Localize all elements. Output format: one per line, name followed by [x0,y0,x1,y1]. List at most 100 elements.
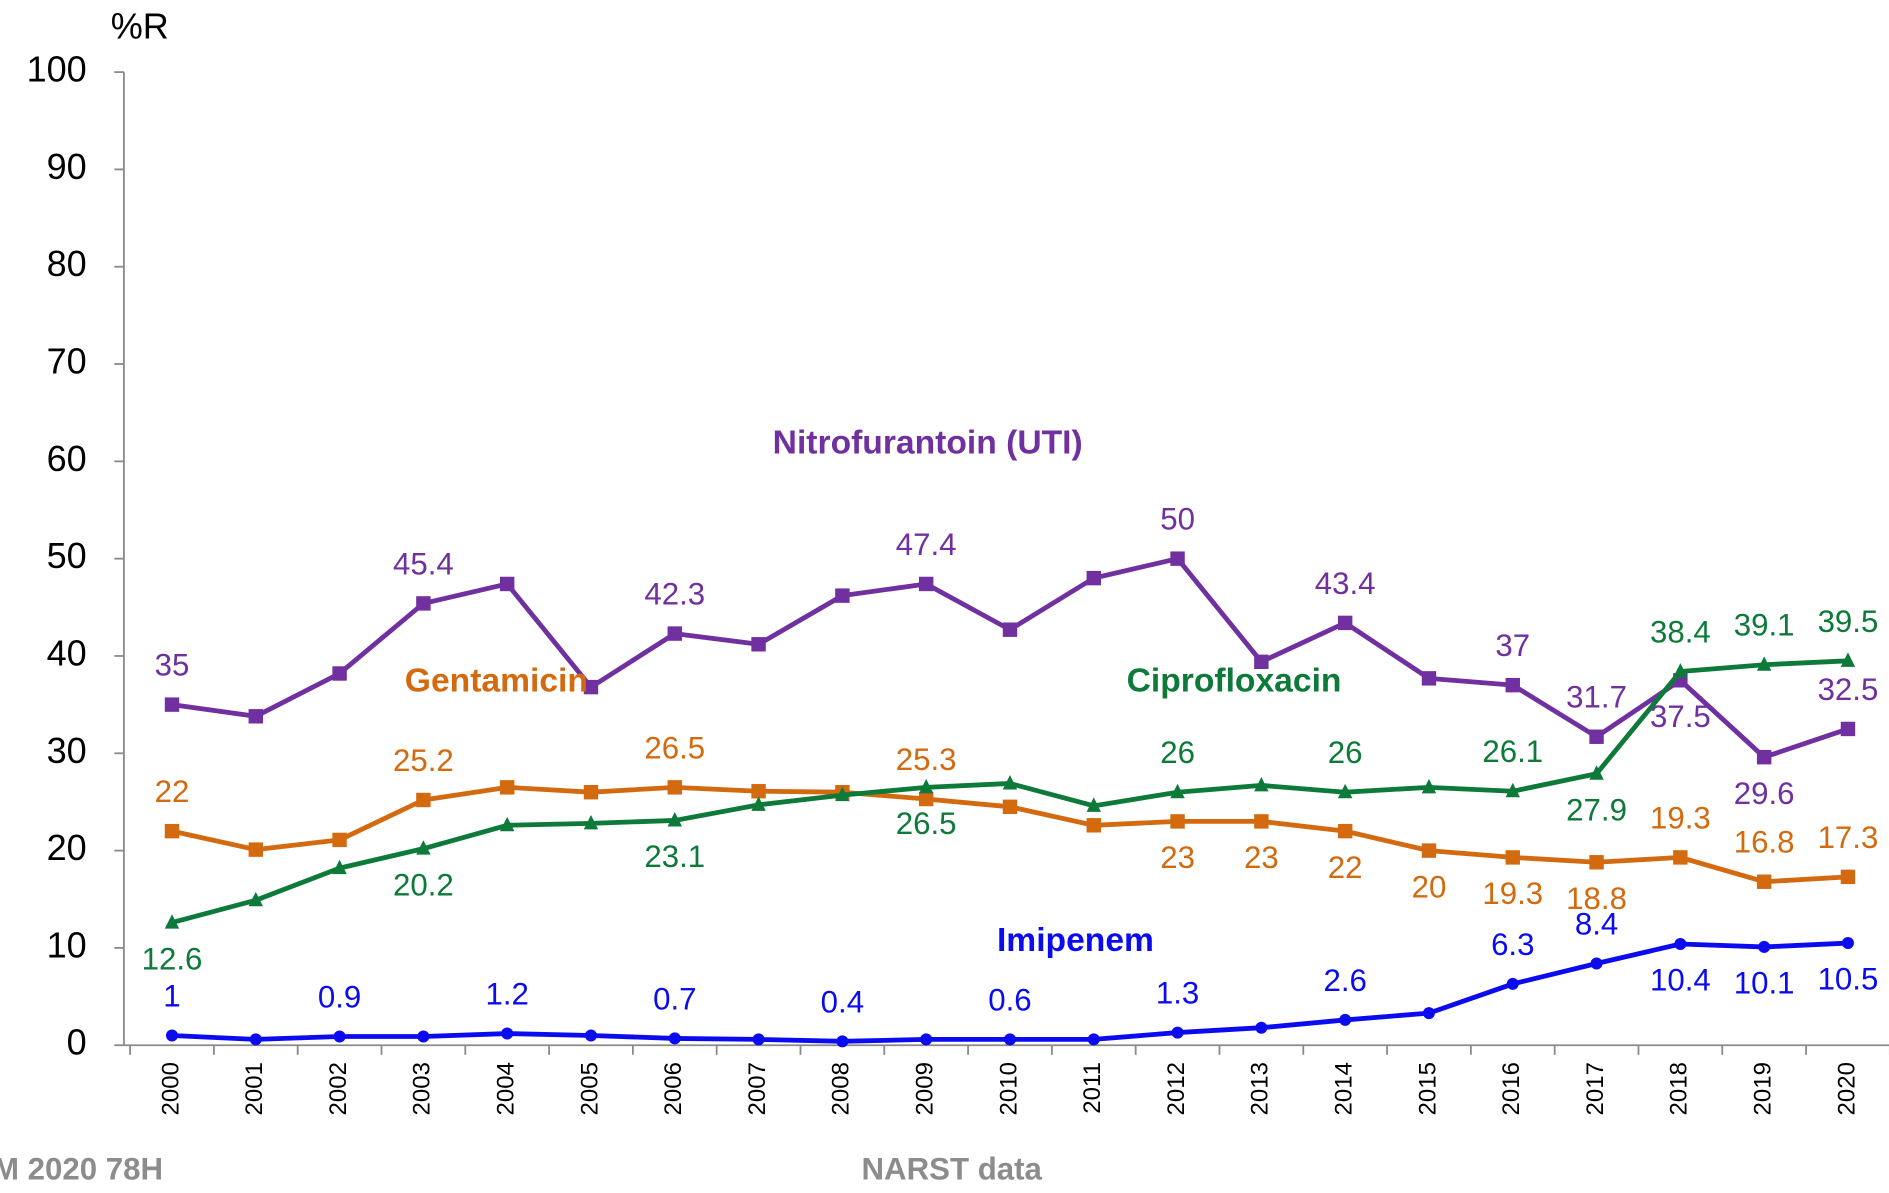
series-name: Gentamicin [405,662,588,699]
data-label: 39.5 [1818,604,1879,639]
series-name: Imipenem [997,922,1154,959]
marker [1422,1007,1435,1020]
data-label: 25.2 [393,743,454,778]
marker [836,1035,849,1048]
x-tick-label: 2005 [576,1062,603,1115]
x-tick-label: 2002 [325,1062,352,1115]
marker [1841,937,1854,950]
marker [499,576,515,592]
marker [1086,818,1101,833]
y-tick-label: 40 [47,632,87,673]
data-label: 1.3 [1156,976,1199,1011]
x-tick-label: 2006 [660,1062,687,1115]
marker [1421,778,1437,794]
y-tick-label: 70 [47,341,87,382]
marker [1086,797,1101,812]
data-label: 50 [1160,502,1195,537]
marker [667,812,682,827]
data-label: 0.4 [821,984,864,1019]
marker [918,576,934,592]
series-line [171,556,1849,760]
marker [501,1027,514,1040]
data-label: 27.9 [1566,792,1627,827]
data-label: 39.1 [1734,608,1795,643]
marker [1589,729,1604,744]
data-label: 26 [1328,735,1363,770]
marker [1589,765,1604,780]
marker [751,796,766,811]
marker [1756,749,1772,765]
y-tick-label: 60 [47,438,87,479]
x-tick-label: 2013 [1247,1062,1274,1115]
marker [416,792,431,808]
data-label: 38.4 [1650,615,1711,650]
marker [752,1033,765,1046]
data-label: 18.8 [1566,881,1627,916]
series-name: Nitrofurantoin (UTI) [773,424,1083,461]
marker [1170,783,1185,799]
marker [417,1030,430,1043]
marker [416,840,431,855]
marker [583,814,599,830]
data-label: 45.4 [393,546,454,581]
marker [1337,615,1353,631]
marker [1590,957,1603,970]
marker [918,778,934,794]
marker [920,1033,933,1046]
data-label: 22 [155,774,190,809]
y-tick-label: 10 [47,924,87,965]
marker [1337,783,1353,799]
marker [835,786,850,802]
marker [1589,855,1604,870]
marker [1506,977,1519,990]
marker [1254,776,1269,792]
marker [1003,1033,1016,1046]
marker [1254,814,1269,829]
marker [751,784,766,799]
marker [332,832,347,848]
y-tick-label: 20 [47,827,87,868]
marker [1170,814,1185,829]
marker [1505,677,1520,693]
marker [751,637,766,652]
x-tick-label: 2003 [409,1062,436,1115]
marker [583,679,599,695]
marker [1840,869,1856,885]
marker [1254,654,1269,670]
data-label: 43.4 [1315,566,1376,601]
data-label: 0.6 [988,982,1031,1017]
marker [1170,551,1185,566]
x-tick-label: 2001 [241,1062,268,1115]
data-label: 6.3 [1491,927,1534,962]
data-label: 26 [1160,735,1195,770]
marker [499,780,515,795]
data-label: 29.6 [1734,776,1795,811]
x-tick-label: 2008 [828,1062,855,1115]
x-tick-label: 2009 [912,1062,939,1115]
data-label: 2.6 [1323,963,1366,998]
data-label: 1.2 [485,977,528,1012]
footer-center: NARST data [862,1152,1043,1187]
data-label: 26.1 [1482,734,1543,769]
y-tick-label: 50 [47,535,87,576]
data-label: 19.3 [1482,876,1543,911]
data-label: 20.2 [393,867,454,902]
data-label: 26.5 [644,730,705,765]
marker [1505,850,1520,865]
y-tick-label: 80 [47,243,87,284]
marker [668,1032,681,1045]
y-axis-label: %R [111,5,169,46]
x-tick-label: 2004 [493,1062,520,1115]
data-label: 22 [1328,850,1363,885]
marker [332,666,347,681]
marker [1337,823,1353,839]
marker [584,1029,597,1042]
x-tick-label: 2015 [1414,1062,1441,1115]
marker [583,785,599,800]
x-tick-label: 2019 [1750,1062,1777,1115]
data-label: 42.3 [644,577,705,612]
marker [164,914,180,929]
marker [1339,1013,1352,1026]
